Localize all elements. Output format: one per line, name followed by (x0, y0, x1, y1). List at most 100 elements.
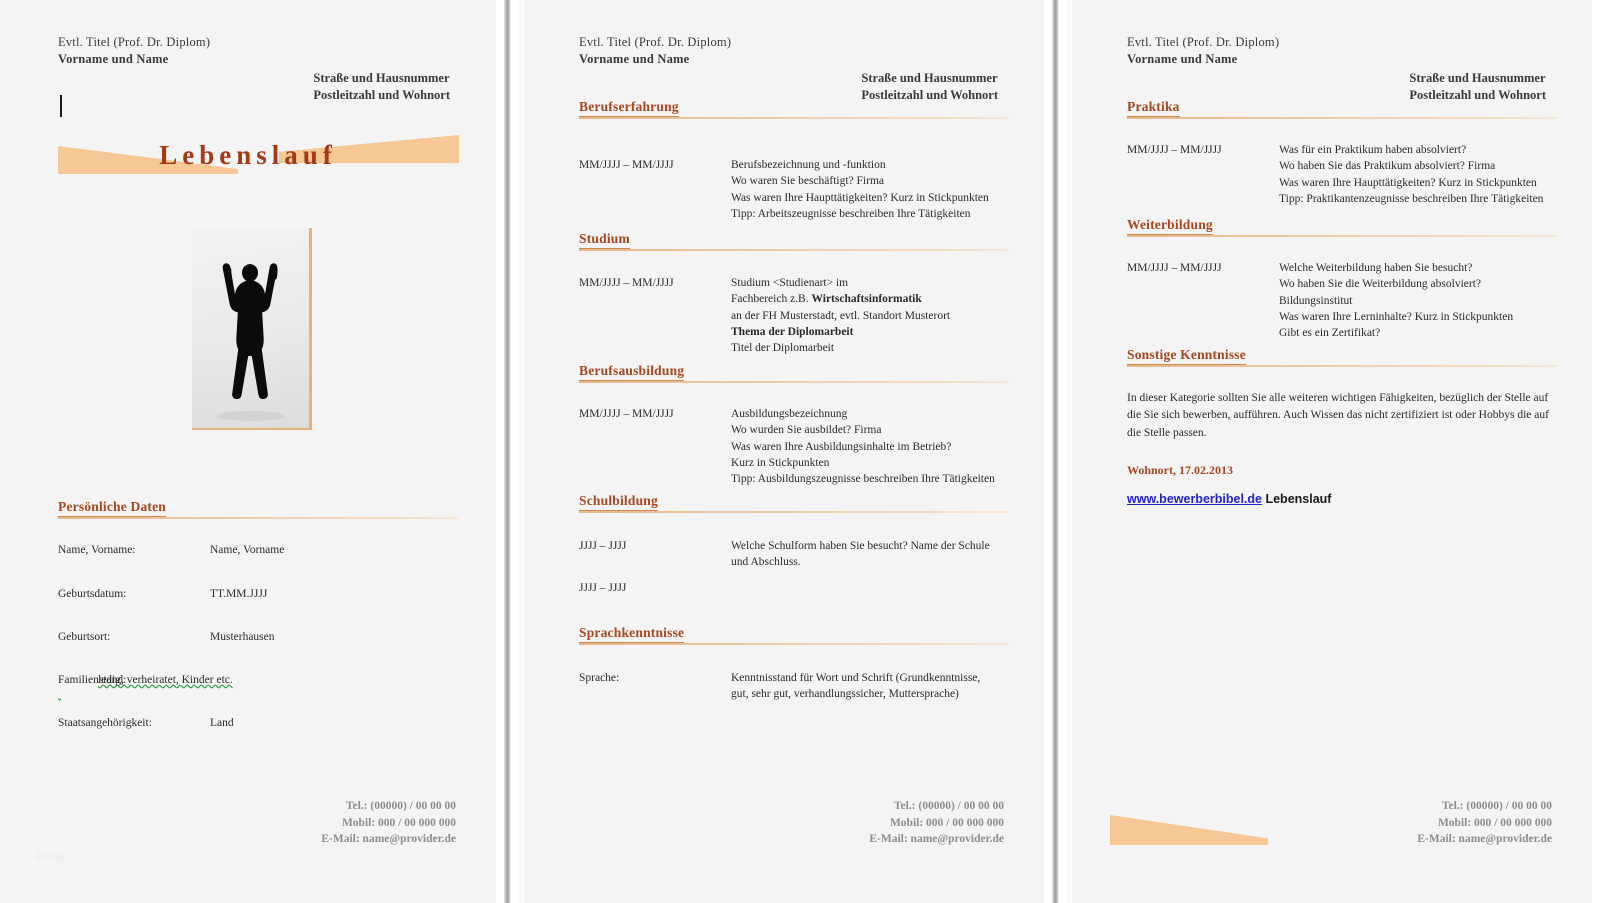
personal-value: Name, Vorname (210, 544, 285, 556)
entry-description: Welche Weiterbildung haben Sie besucht? … (1279, 260, 1513, 342)
page-gutter-2 (1044, 0, 1072, 903)
document-page-2[interactable]: Evtl. Titel (Prof. Dr. Diplom) Vorname u… (524, 0, 1044, 903)
entry-line: Bildungsinstitut (1279, 294, 1353, 307)
personal-key: Staatsangehörigkeit: (58, 717, 152, 729)
entry-line: Wo waren Sie beschäftigt? Firma (731, 175, 884, 188)
personal-value: Land (210, 717, 234, 729)
person-silhouette-icon (216, 263, 285, 421)
entry-schulbildung-2: JJJJ – JJJJ (579, 580, 1014, 596)
applicant-name-line: Vorname und Name (579, 51, 690, 66)
section-rule (579, 511, 1009, 513)
section-rule (58, 517, 458, 519)
sonstige-kenntnisse-paragraph: In dieser Kategorie sollten Sie alle wei… (1127, 392, 1549, 439)
applicant-address-block: Straße und Hausnummer Postleitzahl und W… (1409, 70, 1546, 104)
personal-value: ledig, verheiratet, Kinder etc. (98, 674, 233, 686)
entry-line: Kenntnisstand für Wort und Schrift (Grun… (731, 672, 981, 684)
entry-description: Studium <Studienart> im Fachbereich z.B.… (731, 275, 950, 357)
section-weiterbildung: Weiterbildung (1127, 216, 1557, 237)
footer-tel: Tel.: (00000) / 00 00 00 (893, 799, 1004, 812)
triangle-footer-shape (1110, 815, 1268, 845)
personal-key: Name, Vorname: (58, 544, 136, 556)
section-heading: Schulbildung (579, 493, 658, 511)
entry-line: Wo haben Sie die Weiterbildung absolvier… (1279, 278, 1482, 291)
entry-schulbildung-1: JJJJ – JJJJ Welche Schulform haben Sie b… (579, 538, 1014, 571)
personal-key: Familienstand: (58, 674, 210, 698)
footer-mobil: Mobil: 000 / 00 000 000 (341, 816, 456, 829)
personal-row-nationality: Staatsangehörigkeit: Land (58, 717, 458, 729)
address-street: Straße und Hausnummer (1409, 71, 1546, 85)
applicant-name-block: Evtl. Titel (Prof. Dr. Diplom) Vorname u… (1127, 34, 1279, 68)
footer-email: E-Mail: name@provider.de (869, 833, 1004, 846)
entry-description: Kenntnisstand für Wort und Schrift (Grun… (731, 670, 980, 703)
footer-email: E-Mail: name@provider.de (321, 833, 456, 846)
applicant-name-line: Vorname und Name (1127, 51, 1238, 66)
entry-description: Berufsbezeichnung und -funktion Wo waren… (731, 157, 989, 222)
personal-row-birthdate: Geburtsdatum: TT.MM.JJJJ (58, 588, 458, 600)
section-praktika: Praktika (1127, 98, 1557, 119)
personal-row-birthplace: Geburtsort: ledig, verheiratet, Kinder e… (58, 631, 458, 643)
footer-tel: Tel.: (00000) / 00 00 00 (345, 799, 456, 812)
entry-line: Gibt es ein Zertifikat? (1279, 327, 1381, 340)
page2-footer-contact: Tel.: (00000) / 00 00 00 Mobil: 000 / 00… (869, 798, 1004, 848)
entry-line: Wo wurden Sie ausbildet? Firma (731, 424, 882, 437)
entry-weiterbildung: MM/JJJJ – MM/JJJJ Welche Weiterbildung h… (1127, 260, 1572, 342)
entry-line: Tipp: Arbeitszeugnisse beschreiben Ihre … (731, 207, 971, 220)
applicant-name-line: Vorname und Name (58, 51, 169, 66)
entry-line: und Abschluss. (731, 556, 801, 569)
entry-line: Was waren Ihre Haupttätigkeiten? Kurz in… (731, 191, 989, 204)
footer-mobil: Mobil: 000 / 00 000 000 (889, 816, 1004, 829)
entry-berufsausbildung: MM/JJJJ – MM/JJJJ Ausbildungsbezeichnung… (579, 406, 1014, 488)
section-heading: Praktika (1127, 99, 1180, 117)
section-personal-data: Persönliche Daten (58, 498, 458, 519)
document-page-3[interactable]: Evtl. Titel (Prof. Dr. Diplom) Vorname u… (1072, 0, 1592, 903)
entry-sprachkenntnisse: Sprache: Kenntnisstand für Wort und Schr… (579, 670, 1014, 703)
personal-value: TT.MM.JJJJ (210, 588, 268, 600)
section-schulbildung: Schulbildung (579, 492, 1009, 513)
entry-berufserfahrung: MM/JJJJ – MM/JJJJ Berufsbezeichnung und … (579, 157, 1014, 222)
applicant-address-block: Straße und Hausnummer Postleitzahl und W… (313, 70, 450, 104)
entry-period: MM/JJJJ – MM/JJJJ (1127, 144, 1222, 156)
entry-line: Was waren Ihre Haupttätigkeiten? Kurz in… (1279, 176, 1537, 189)
entry-period: MM/JJJJ – MM/JJJJ (579, 277, 674, 289)
section-rule (579, 643, 1009, 645)
entry-description: Welche Schulform haben Sie besucht? Name… (731, 538, 990, 571)
watermark-label: blog (36, 848, 64, 863)
entry-line: Was waren Ihre Ausbildungsinhalte im Bet… (731, 440, 952, 453)
section-berufserfahrung: Berufserfahrung (579, 98, 1009, 119)
page3-footer-contact: Tel.: (00000) / 00 00 00 Mobil: 000 / 00… (1417, 798, 1552, 848)
entry-line: Was für ein Praktikum haben absolviert? (1279, 144, 1467, 156)
bewerberbibel-link[interactable]: www.bewerberbibel.de (1127, 492, 1262, 506)
applicant-title-line: Evtl. Titel (Prof. Dr. Diplom) (58, 35, 211, 49)
section-sonstige-kenntnisse: Sonstige Kenntnisse (1127, 346, 1557, 367)
document-page-1[interactable]: Evtl. Titel (Prof. Dr. Diplom) Vorname u… (0, 0, 496, 903)
section-sprachkenntnisse: Sprachkenntnisse (579, 624, 1009, 645)
entry-line: an der FH Musterstadt, evtl. Standort Mu… (731, 309, 951, 322)
source-link-line: www.bewerberbibel.de Lebenslauf (1127, 492, 1331, 506)
entry-line-fachbereich: Fachbereich z.B. Wirtschaftsinformatik (731, 293, 922, 306)
applicant-title-line: Evtl. Titel (Prof. Dr. Diplom) (1127, 35, 1280, 49)
applicant-name-block: Evtl. Titel (Prof. Dr. Diplom) Vorname u… (58, 34, 210, 68)
section-heading: Sonstige Kenntnisse (1127, 347, 1246, 365)
entry-line: Was waren Ihre Lerninhalte? Kurz in Stic… (1279, 310, 1514, 323)
section-rule (1127, 117, 1557, 119)
entry-line: Tipp: Praktikantenzeugnisse beschreiben … (1279, 192, 1544, 205)
entry-period: MM/JJJJ – MM/JJJJ (579, 159, 674, 171)
section-studium: Studium (579, 230, 1009, 251)
entry-period: MM/JJJJ – MM/JJJJ (579, 408, 674, 420)
section-rule (1127, 235, 1557, 237)
section-heading: Weiterbildung (1127, 217, 1213, 235)
entry-line: Tipp: Ausbildungszeugnisse beschreiben I… (731, 473, 995, 486)
page-title: Lebenslauf (159, 140, 337, 170)
section-rule (579, 381, 1009, 383)
entry-line: Welche Schulform haben Sie besucht? Name… (731, 540, 990, 552)
footer-tel: Tel.: (00000) / 00 00 00 (1441, 799, 1552, 812)
entry-line: Berufsbezeichnung und -funktion (731, 159, 886, 171)
entry-line: Ausbildungsbezeichnung (731, 408, 848, 420)
address-city: Postleitzahl und Wohnort (861, 87, 998, 102)
section-heading-personal: Persönliche Daten (58, 499, 167, 517)
title-decoration-band: Lebenslauf (0, 130, 496, 178)
photo-placeholder[interactable] (192, 228, 312, 430)
personal-row-marital: Familienstand: ledig, verheiratet, Kinde… (58, 674, 458, 698)
personal-key: Geburtsort: (58, 631, 111, 643)
